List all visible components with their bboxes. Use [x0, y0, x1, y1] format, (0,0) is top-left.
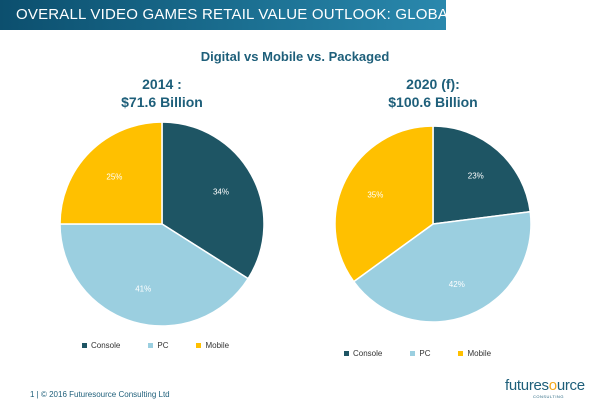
legend-label: PC	[419, 349, 431, 358]
pie-label-2014-mobile: 25%	[106, 172, 122, 181]
chart-title-2014-value: $71.6 Billion	[121, 94, 203, 110]
legend-label: Console	[91, 341, 121, 350]
pie-label-2014-pc: 41%	[135, 285, 151, 294]
pie-label-2020-pc: 42%	[449, 280, 465, 289]
pie-slice-2020-pc	[352, 210, 532, 323]
legend-swatch	[82, 343, 87, 348]
legend-label: PC	[157, 341, 169, 350]
pie-slice-2020-console	[432, 125, 532, 225]
legend-label: Console	[353, 349, 383, 358]
chart-title-2020-value: $100.6 Billion	[388, 94, 478, 110]
footer-copyright: 1 | © 2016 Futuresource Consulting Ltd	[30, 390, 170, 399]
legend-label: Mobile	[205, 341, 230, 350]
pie-label-2020-console: 23%	[468, 171, 484, 180]
legend-swatch	[458, 351, 464, 356]
pie-slice-2020-mobile	[334, 125, 434, 283]
logo-subtext: CONSULTING	[533, 394, 564, 399]
legend-2020: Console PC Mobile	[344, 349, 491, 358]
legend-item-2014-pc: PC	[148, 341, 168, 350]
pie-slice-2014-mobile	[59, 121, 163, 225]
legend-swatch	[148, 343, 154, 348]
legend-swatch	[344, 351, 349, 356]
legend-item-2014-console: Console	[82, 341, 120, 350]
page-title: OVERALL VIDEO GAMES RETAIL VALUE OUTLOOK…	[16, 6, 457, 23]
futuresource-logo: futuresource CONSULTING	[505, 377, 585, 399]
chart-title-2014-year: 2014 :	[142, 76, 182, 92]
legend-swatch	[196, 343, 202, 348]
chart-title-2014: 2014 : $71.6 Billion	[72, 75, 252, 111]
legend-label: Mobile	[467, 349, 492, 358]
chart-title-2020: 2020 (f): $100.6 Billion	[338, 75, 528, 111]
legend-item-2020-console: Console	[344, 349, 382, 358]
legend-item-2020-pc: PC	[410, 349, 430, 358]
legend-swatch	[410, 351, 416, 356]
chart-subtitle: Digital vs Mobile vs. Packaged	[200, 49, 390, 64]
header-bar: OVERALL VIDEO GAMES RETAIL VALUE OUTLOOK…	[0, 0, 456, 30]
legend-item-2020-mobile: Mobile	[458, 349, 491, 358]
pie-label-2020-mobile: 35%	[367, 191, 383, 200]
pie-label-2014-console: 34%	[213, 188, 229, 197]
pie-slice-2014-pc	[59, 223, 250, 327]
chart-title-2020-year: 2020 (f):	[406, 76, 460, 92]
legend-2014: Console PC Mobile	[82, 341, 229, 350]
legend-item-2014-mobile: Mobile	[196, 341, 229, 350]
